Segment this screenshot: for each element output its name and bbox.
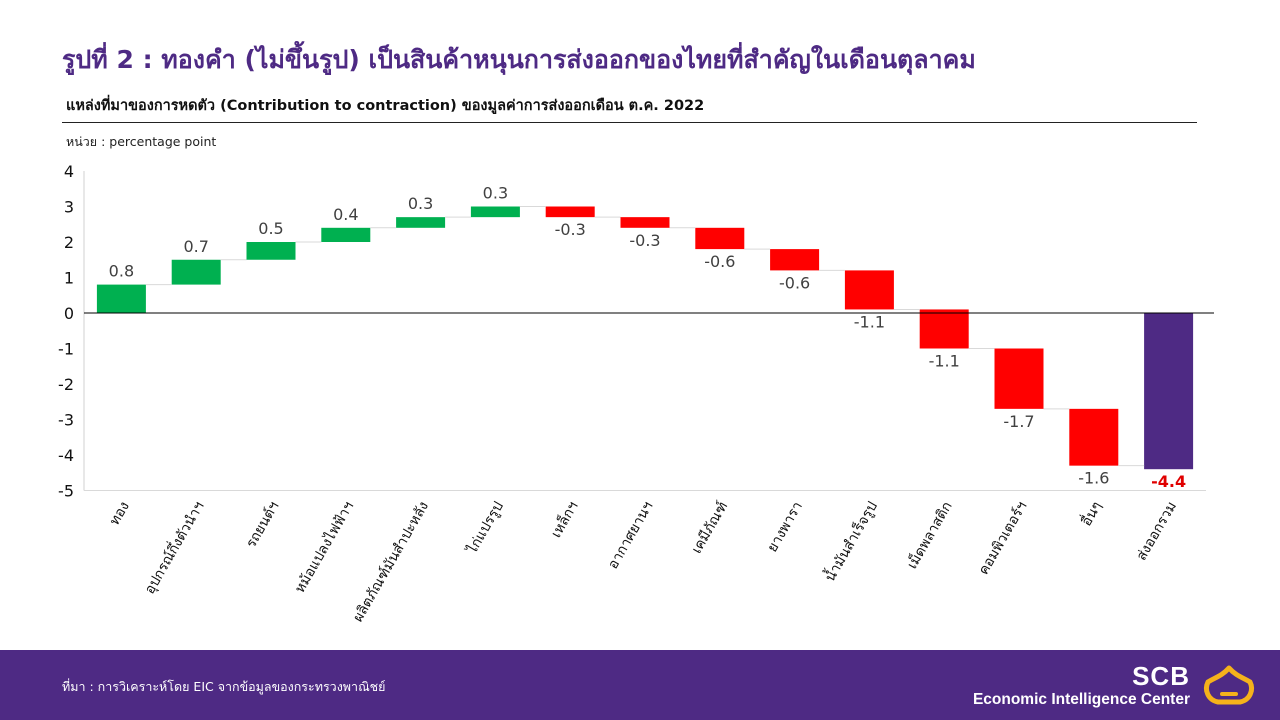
category-label: ส่งออกรวม	[1134, 499, 1181, 564]
header-divider	[62, 122, 1197, 123]
category-label: อากาศยานฯ	[605, 499, 656, 572]
data-label: 0.3	[483, 184, 508, 203]
bar	[620, 217, 670, 228]
bar	[171, 259, 221, 285]
data-label: -1.6	[1078, 469, 1109, 488]
y-tick-label: 1	[64, 269, 74, 288]
bar	[1069, 408, 1119, 466]
data-label: 0.3	[408, 194, 433, 213]
bar	[545, 206, 595, 218]
brand-block: SCB Economic Intelligence Center	[973, 662, 1190, 710]
bar	[246, 242, 296, 260]
waterfall-chart: 4 3 2 1 0 -1 -2 -3 -4 -5 0.8 ทอง 0.7 อุปกรณ์กึ่งตัวนำ…	[58, 162, 1214, 625]
y-tick-label: -5	[58, 482, 74, 501]
category-label: เม็ดพลาสติก	[903, 498, 956, 572]
category-label: ทอง	[107, 499, 133, 528]
category-label: ยางพารา	[765, 499, 807, 555]
y-tick-label: -3	[58, 411, 74, 430]
brand-name: SCB	[1132, 661, 1190, 691]
data-label: -1.1	[929, 352, 960, 371]
category-label: อื่นๆ	[1077, 498, 1105, 529]
category-label: ผลิตภัณฑ์มันสำปะหลัง	[349, 498, 432, 624]
y-tick-label: -1	[58, 340, 74, 359]
unit-label: หน่วย : percentage point	[66, 134, 217, 149]
category-label: หม้อแปลงไฟฟ้าฯ	[291, 499, 357, 597]
bar	[844, 270, 894, 310]
data-label: -1.1	[854, 312, 885, 331]
category-label: เหล็กฯ	[547, 498, 582, 541]
data-label: 0.7	[183, 237, 208, 256]
category-label: รถยนต์ฯ	[242, 499, 282, 551]
bar	[470, 206, 520, 218]
data-label: 0.5	[258, 219, 283, 238]
y-tick-label: -4	[58, 446, 74, 465]
bar	[396, 217, 446, 228]
bar	[1144, 313, 1194, 470]
category-label: อุปกรณ์กึ่งตัวนำฯ	[140, 498, 208, 597]
scb-crest-icon	[1203, 665, 1255, 705]
bar	[994, 348, 1044, 409]
data-label: 0.8	[109, 262, 134, 281]
bar	[96, 284, 146, 313]
y-tick-label: 0	[64, 304, 74, 323]
category-label: คอมพิวเตอร์ฯ	[975, 499, 1031, 578]
bar	[770, 249, 820, 271]
data-label: -1.7	[1003, 412, 1034, 431]
data-label: -4.4	[1151, 472, 1186, 491]
category-label: น้ำมันสำเร็จรูป	[820, 497, 881, 584]
category-label: เคมีภัณฑ์	[688, 499, 731, 557]
y-tick-label: 2	[64, 233, 74, 252]
footer-bar: ที่มา : การวิเคราะห์โดย EIC จากข้อมูลของ…	[0, 650, 1280, 720]
y-tick-label: 4	[64, 162, 74, 181]
bar	[321, 227, 371, 242]
source-note: ที่มา : การวิเคราะห์โดย EIC จากข้อมูลของ…	[62, 679, 386, 694]
data-label: 0.4	[333, 205, 358, 224]
chart-subtitle: แหล่งที่มาของการหดตัว (Contribution to c…	[66, 98, 705, 114]
data-label: -0.3	[555, 220, 586, 239]
chart-title: รูปที่ 2 : ทองคำ (ไม่ขึ้นรูป) เป็นสินค้า…	[62, 45, 976, 74]
bar	[919, 309, 969, 349]
data-label: -0.6	[704, 252, 735, 271]
data-label: -0.3	[629, 231, 660, 250]
category-label: ไก่แปรรูป	[463, 498, 507, 557]
y-tick-label: 3	[64, 198, 74, 217]
data-label: -0.6	[779, 273, 810, 292]
y-tick-label: -2	[58, 375, 74, 394]
bar	[695, 227, 745, 250]
brand-tagline: Economic Intelligence Center	[972, 691, 1190, 708]
